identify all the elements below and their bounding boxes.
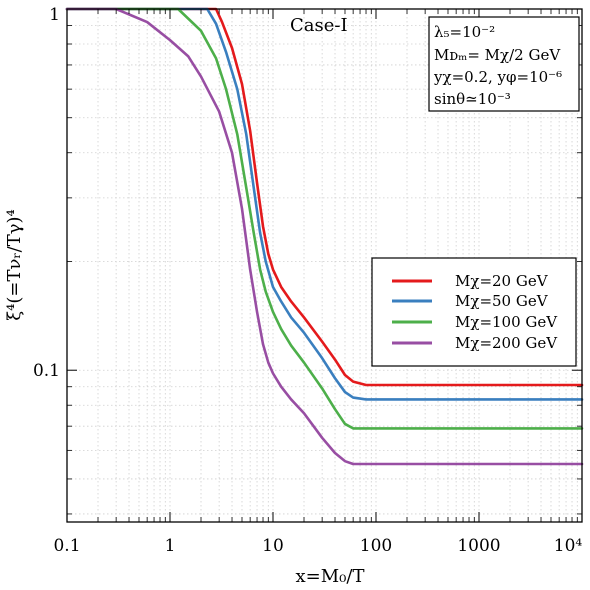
param-lambda5: λ₅=10⁻² [434,23,495,41]
legend-label-50gev: Mχ=50 GeV [455,292,549,310]
axis-ticks [66,8,583,522]
param-couplings: yχ=0.2, yφ=10⁻⁶ [433,68,562,86]
legend: Mχ=20 GeV Mχ=50 GeV Mχ=100 GeV Mχ=200 Ge… [371,257,577,367]
legend-label-200gev: Mχ=200 GeV [455,334,558,352]
legend-label-20gev: Mχ=20 GeV [455,272,549,290]
y-tick-label: 0.1 [33,361,60,381]
series-line-2 [65,7,584,430]
y-tick-labels: 0.11 [33,5,60,381]
x-tick-label: 100 [360,536,392,556]
x-tick-label: 0.1 [53,536,80,556]
x-tick-label: 10 [262,536,284,556]
case-label: Case-I [290,15,348,36]
plot-frame [66,8,583,523]
y-tick-label: 1 [49,5,60,25]
x-axis-title: x=M₀/T [296,566,365,587]
legend-label-100gev: Mχ=100 GeV [455,313,558,331]
parameter-box-frame [428,16,580,112]
parameter-box: λ₅=10⁻² Mᴅₘ= Mχ/2 GeV yχ=0.2, yφ=10⁻⁶ si… [428,16,580,112]
legend-frame [371,257,577,367]
x-tick-label: 1000 [457,536,500,556]
y-axis-title: ξ⁴(=Tνᵣ/Tγ)⁴ [4,209,25,321]
series-line-1 [65,7,584,401]
series-lines [65,7,584,466]
series-line-3 [65,7,584,466]
x-tick-label: 1 [165,536,176,556]
param-mixing-angle: sinθ≃10⁻³ [434,90,511,108]
x-tick-label: 10⁴ [554,536,583,556]
param-dm-mass: Mᴅₘ= Mχ/2 GeV [434,46,561,64]
x-tick-labels: 0.1 1 10 100 1000 10⁴ [53,536,582,556]
series-line-0 [65,7,584,387]
